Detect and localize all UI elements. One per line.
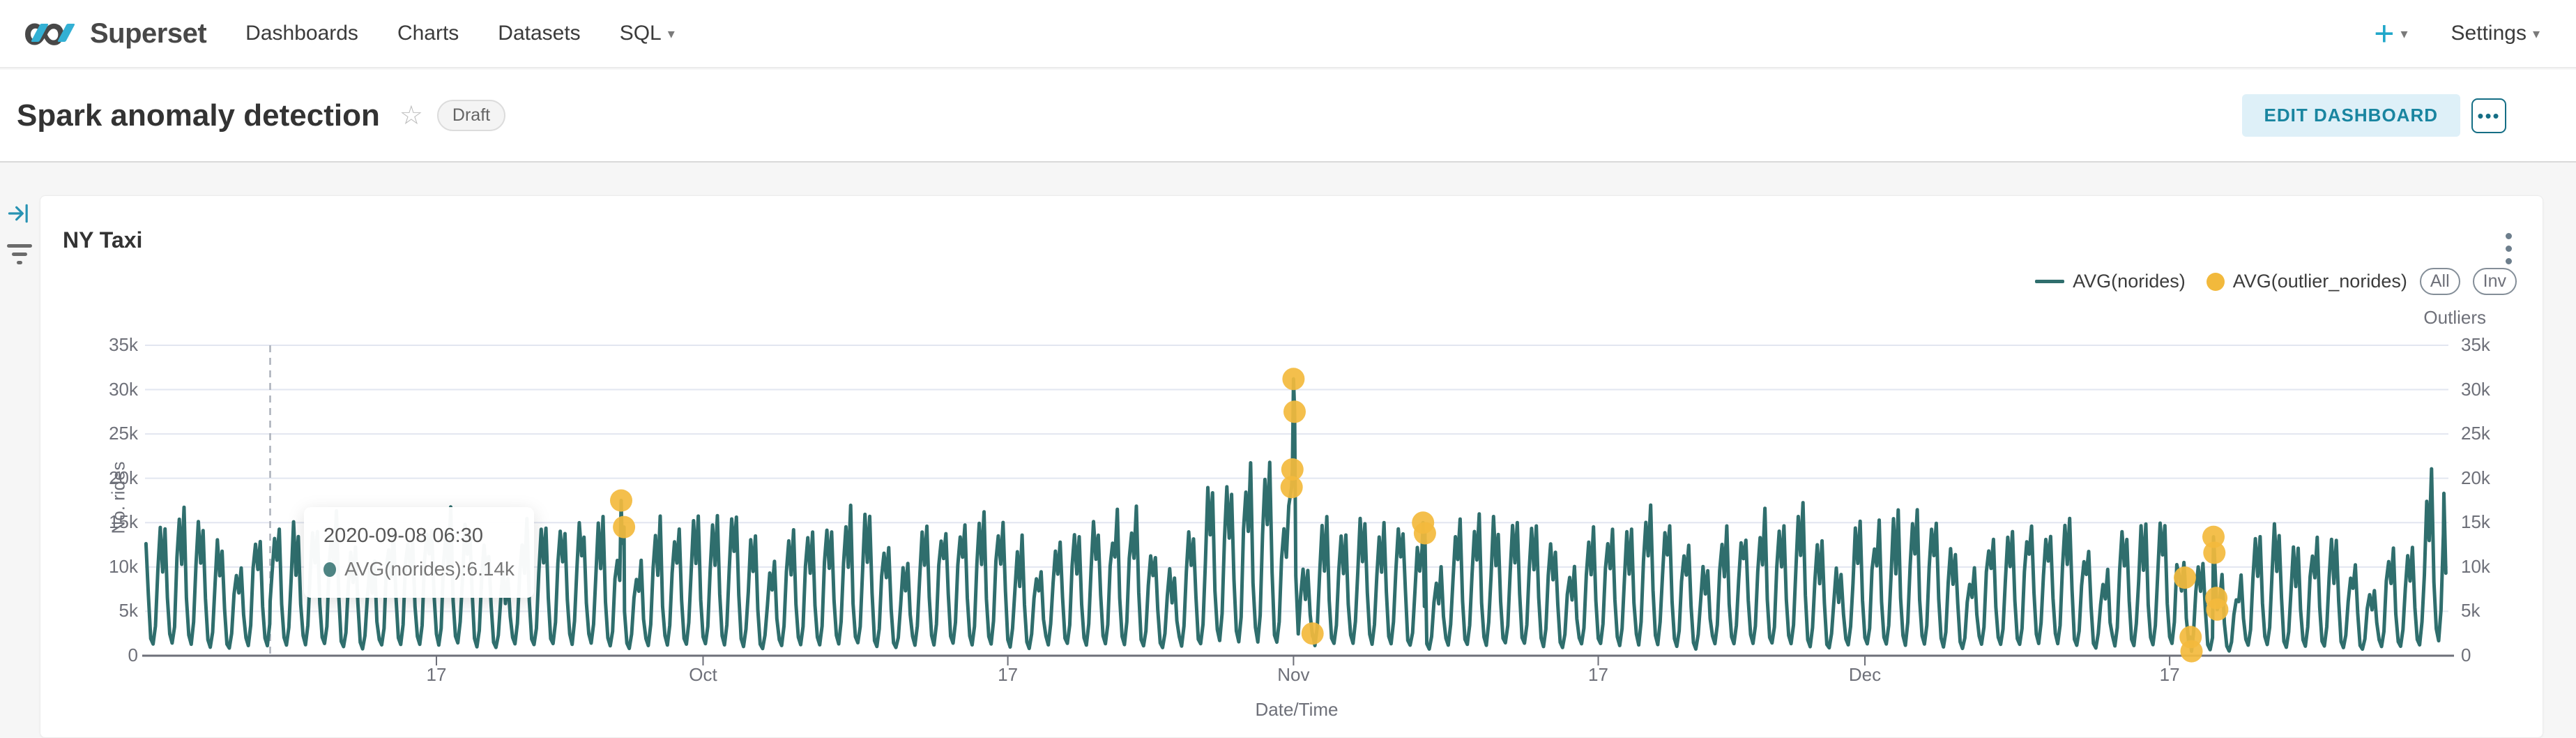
- superset-logo-icon: ∞: [23, 1, 83, 61]
- legend-label: AVG(outlier_norides): [2232, 271, 2407, 292]
- series-marker-icon: [323, 562, 337, 577]
- brand-name: Superset: [90, 17, 207, 49]
- kebab-dot: [2506, 246, 2512, 252]
- nav-item-sql-label: SQL: [619, 22, 662, 45]
- line-swatch-icon: [2035, 280, 2065, 283]
- circle-swatch-icon: [2206, 272, 2225, 291]
- chevron-down-icon: ▾: [2532, 26, 2540, 42]
- right-axis-title: Outliers: [2423, 307, 2486, 328]
- nav-item-dashboards[interactable]: Dashboards: [245, 22, 358, 45]
- legend-invert-button[interactable]: Inv: [2472, 268, 2517, 295]
- nav-item-datasets[interactable]: Datasets: [498, 22, 581, 45]
- tooltip-separator: :: [461, 558, 467, 580]
- top-nav: ∞ Superset Dashboards Charts Datasets SQ…: [0, 0, 2576, 68]
- new-item-button[interactable]: + ▾: [2374, 16, 2407, 51]
- settings-menu[interactable]: Settings ▾: [2451, 22, 2540, 45]
- chart-tooltip: 2020-09-08 06:30 AVG(norides): 6.14k: [304, 507, 534, 598]
- chevron-down-icon: ▾: [2400, 26, 2408, 42]
- legend-label: AVG(norides): [2073, 271, 2186, 292]
- chart-title: NY Taxi: [63, 227, 143, 253]
- draft-status-badge: Draft: [436, 100, 506, 131]
- tooltip-series-label: AVG(norides): [344, 558, 462, 580]
- chart-kebab-menu-icon[interactable]: [2503, 230, 2515, 273]
- superset-brand[interactable]: ∞ Superset: [23, 1, 207, 61]
- favorite-star-icon[interactable]: ☆: [399, 101, 423, 130]
- edit-dashboard-button[interactable]: EDIT DASHBOARD: [2241, 94, 2460, 137]
- legend-item-avg-norides[interactable]: AVG(norides): [2035, 271, 2186, 292]
- filter-bar: [12, 253, 27, 256]
- chevron-down-icon: ▾: [667, 26, 675, 42]
- tooltip-value: 6.14k: [466, 558, 515, 580]
- nav-item-sql[interactable]: SQL ▾: [620, 22, 675, 45]
- filter-bar: [17, 261, 22, 264]
- page-title: Spark anomaly detection: [17, 98, 380, 133]
- plus-icon: +: [2374, 14, 2395, 53]
- tooltip-datetime: 2020-09-08 06:30: [323, 525, 483, 547]
- settings-label: Settings: [2451, 22, 2527, 45]
- kebab-dot: [2506, 258, 2512, 264]
- dashboard-header: Spark anomaly detection ☆ Draft EDIT DAS…: [0, 70, 2576, 163]
- chart-legend: AVG(norides) AVG(outlier_norides) All In…: [2014, 268, 2517, 295]
- infinity-glyph: ∞: [23, 0, 66, 65]
- more-options-button[interactable]: •••: [2471, 98, 2506, 133]
- legend-item-avg-outlier-norides[interactable]: AVG(outlier_norides): [2206, 271, 2407, 292]
- tooltip-series-row: AVG(norides): 6.14k: [323, 558, 515, 580]
- expand-filter-bar-icon[interactable]: [7, 202, 32, 228]
- filter-funnel-icon[interactable]: [6, 244, 33, 269]
- nav-item-charts[interactable]: Charts: [397, 22, 459, 45]
- kebab-dot: [2506, 233, 2512, 239]
- filter-bar: [7, 244, 32, 248]
- legend-select-all-button[interactable]: All: [2419, 268, 2460, 295]
- ellipsis-icon: •••: [2477, 105, 2501, 126]
